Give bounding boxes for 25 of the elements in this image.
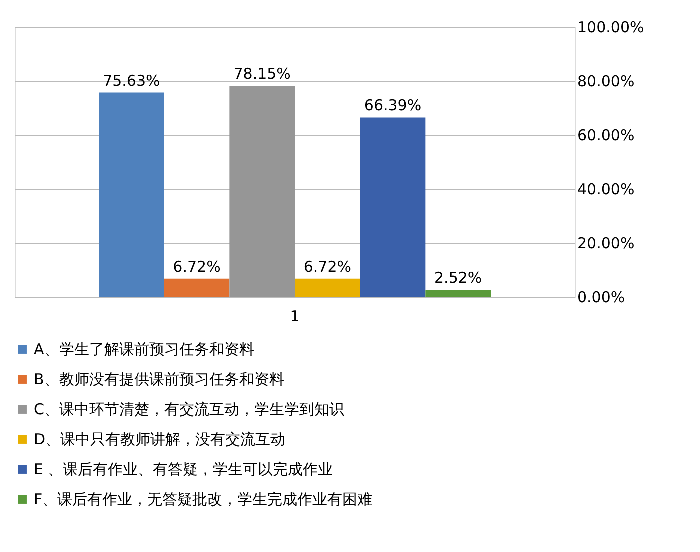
y-tick-label: 40.00%	[578, 180, 635, 198]
data-label: 6.72%	[173, 258, 221, 276]
data-label: 78.15%	[234, 64, 291, 83]
y-tick-label: 20.00%	[578, 234, 635, 252]
legend-label: F、课后有作业，无答疑批改，学生完成作业有困难	[34, 490, 373, 508]
bar	[426, 290, 491, 297]
bar	[360, 118, 426, 297]
legend-label: E 、课后有作业、有答疑，学生可以完成作业	[34, 460, 334, 478]
bar	[164, 278, 230, 297]
data-label: 2.52%	[434, 269, 482, 288]
bar	[295, 278, 360, 297]
y-tick-label: 80.00%	[578, 72, 635, 90]
y-tick-label: 60.00%	[578, 126, 635, 144]
y-tick-label: 0.00%	[578, 288, 626, 306]
y-tick-label: 100.00%	[578, 18, 644, 36]
data-label: 6.72%	[304, 258, 352, 276]
legend-label: C、课中环节清楚，有交流互动，学生学到知识	[34, 400, 344, 418]
legend-label: A、学生了解课前预习任务和资料	[34, 340, 254, 358]
x-tick-label: 1	[290, 308, 300, 326]
data-label: 75.63%	[103, 72, 160, 90]
bar	[230, 86, 295, 297]
bar	[99, 92, 164, 297]
legend-label: D、课中只有教师讲解，没有交流互动	[34, 430, 286, 448]
legend-label: B、教师没有提供课前预习任务和资料	[34, 370, 284, 388]
data-label: 66.39%	[364, 96, 422, 115]
